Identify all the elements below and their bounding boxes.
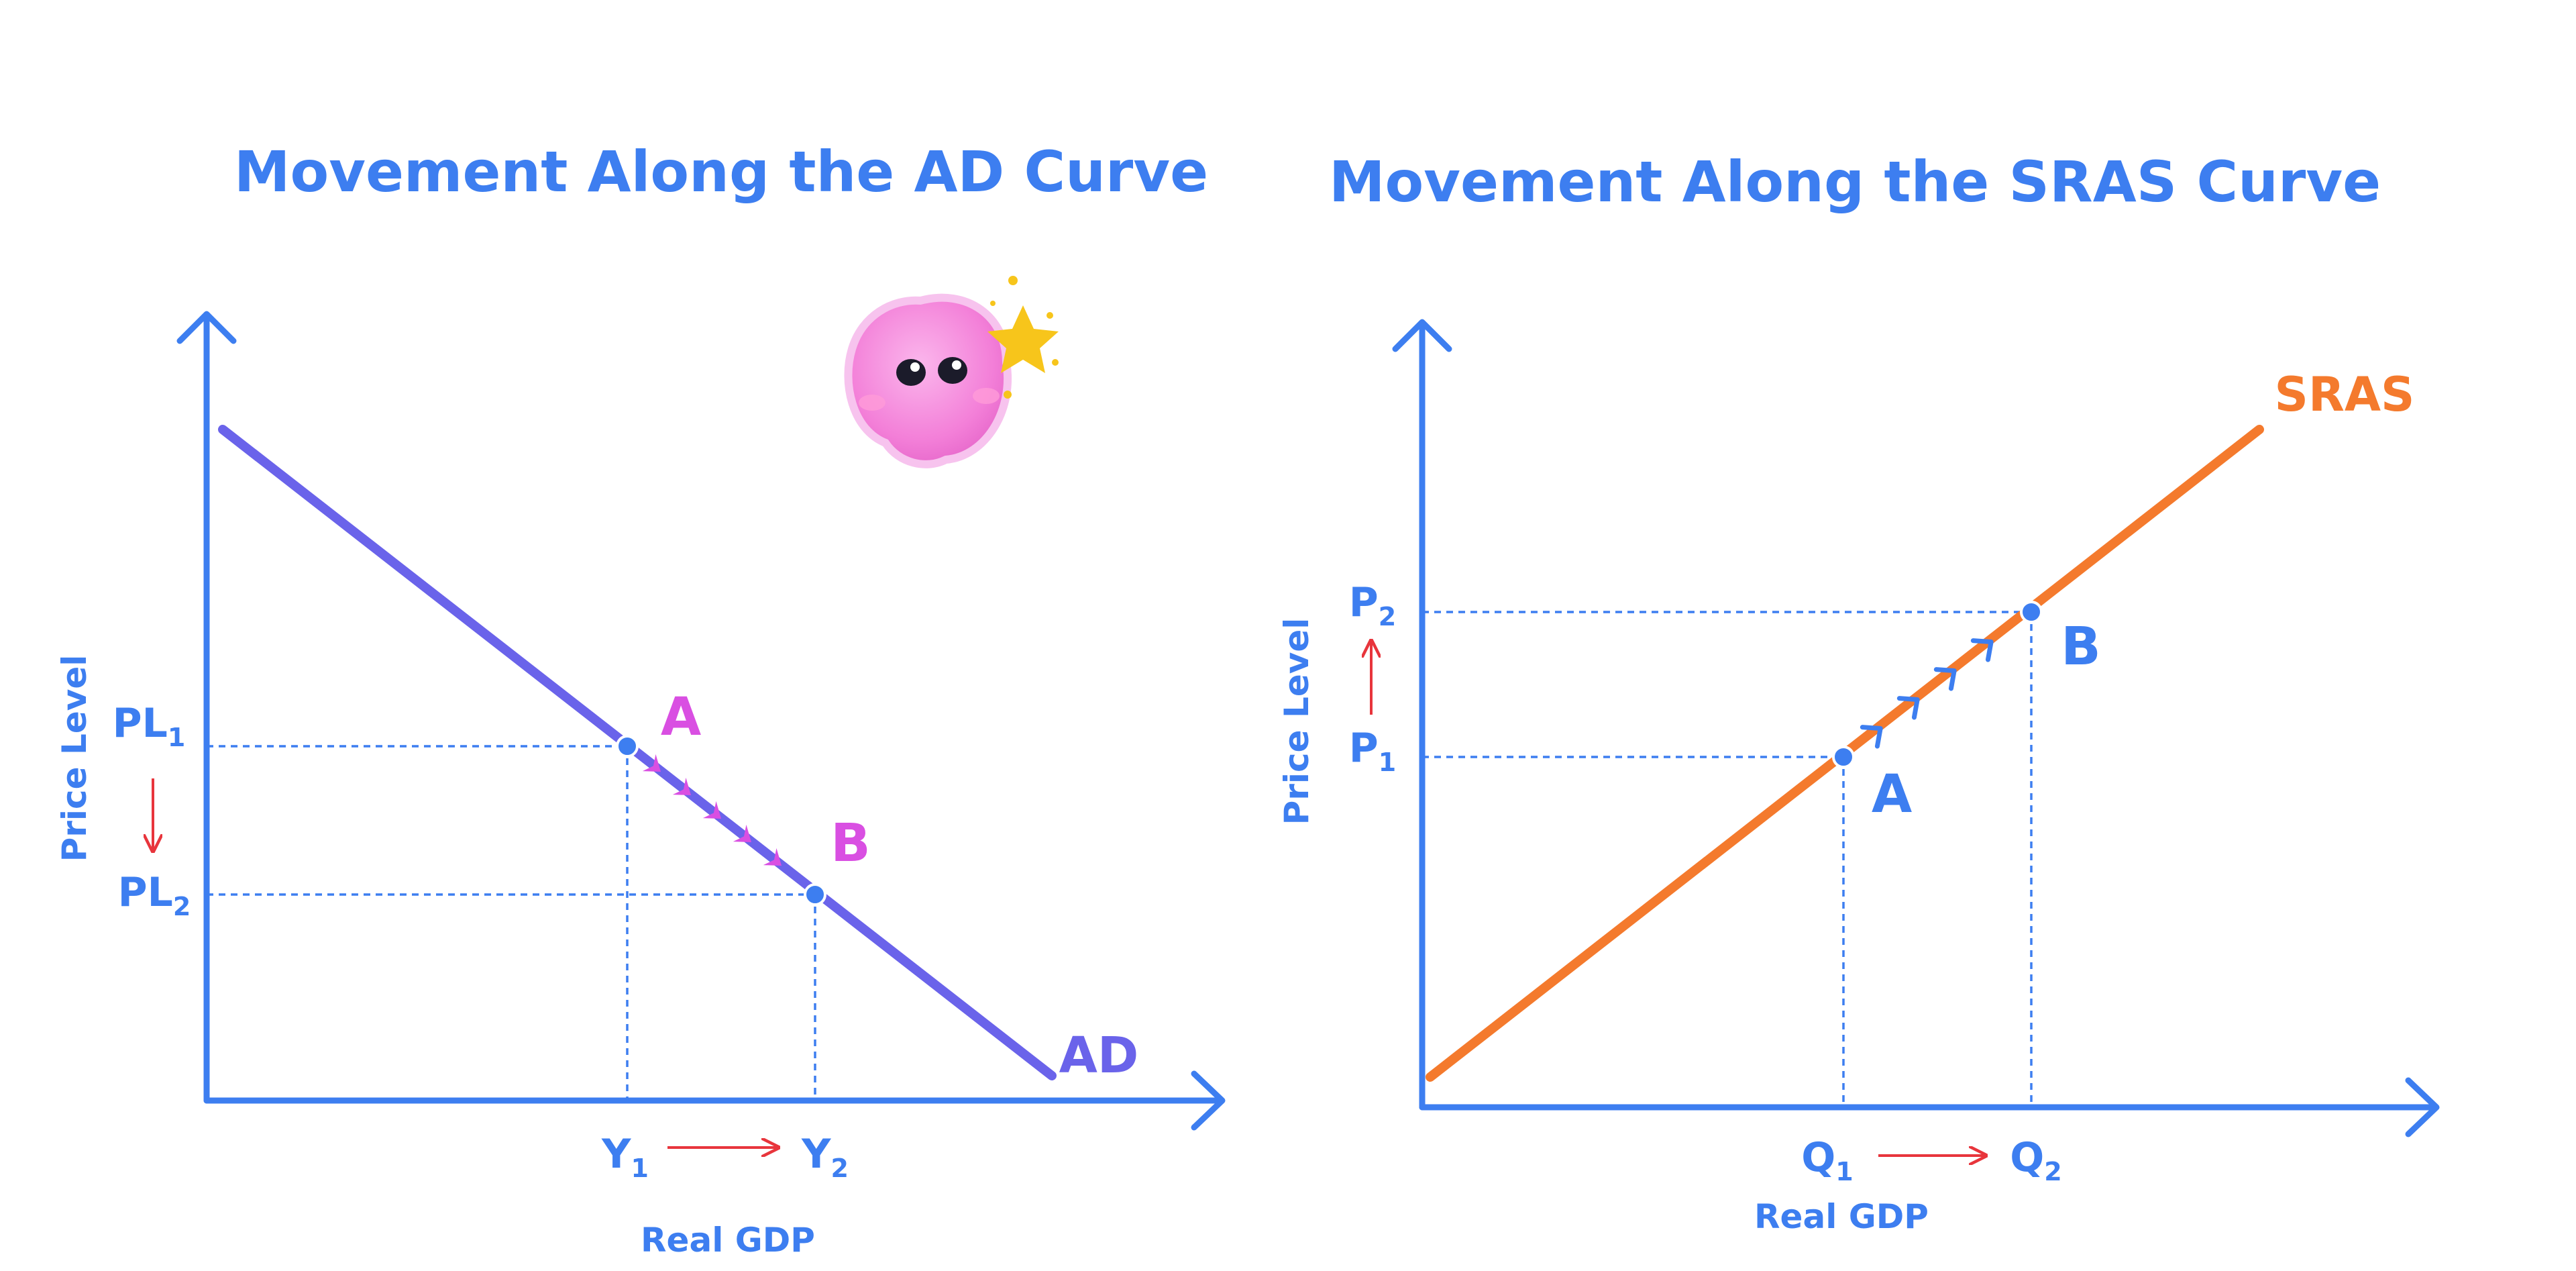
ad-title: Movement Along the AD Curve [234,139,1208,205]
sras-x-axis-arrowhead-icon [2405,1077,2440,1137]
mascot-eye-left [896,359,926,386]
sparkle-dot [1004,391,1012,399]
sras-axes [1392,319,2440,1137]
sras-point-b [2020,601,2043,623]
ad-axes [176,311,1226,1131]
sras-diagram: Movement Along the SRAS Curve A [1277,149,2440,1236]
sras-y-axis-label: Price Level [1277,618,1316,825]
sras-q1-label: Q1 [1801,1134,1853,1186]
mascot-cheek [973,388,1000,404]
sras-point-a-label: A [1872,764,1912,825]
ad-y-axis-arrowhead-icon [176,311,237,344]
mascot-cheek [859,395,885,411]
sras-movement-chevron [1896,696,1920,720]
sras-title: Movement Along the SRAS Curve [1329,149,2381,215]
sras-movement-chevron [1933,667,1957,691]
sras-movement-arrows [1860,638,1994,749]
sparkle-dot [1046,312,1053,319]
ad-point-b [804,883,826,906]
sras-curve-label: SRAS [2275,367,2415,422]
ad-y1-label: Y1 [601,1131,649,1183]
mascot-eye-shine [910,362,920,372]
sras-p1-label: P1 [1349,725,1396,777]
ad-y-axis-label: Price Level [55,655,94,862]
pink-blob-mascot-icon [844,276,1059,468]
ad-movement-chevron [702,801,721,819]
ad-pl1-label: PL1 [113,700,186,752]
ad-curve [218,425,1057,1080]
ad-movement-chevron [733,824,751,842]
sras-movement-chevron [1970,638,1994,662]
ad-guide-lines [207,745,816,1101]
ad-point-a-label: A [661,687,701,748]
ad-curve-label: AD [1059,1027,1139,1084]
mascot-eye-right [938,357,967,384]
sras-movement-chevron [1860,725,1883,749]
sras-q2-label: Q2 [2010,1134,2061,1186]
ad-x-axis-arrowhead-icon [1191,1070,1226,1131]
star-icon [987,305,1059,373]
sras-y-axis-arrowhead-icon [1392,319,1452,352]
ad-diagram: Movement Along the AD Curve A [55,139,1226,1260]
ad-movement-chevron [642,754,661,772]
sras-x-axis-label: Real GDP [1754,1197,1929,1236]
sparkle-dot [1008,276,1018,285]
ad-movement-chevron [763,848,782,866]
sparkle-dot [1052,359,1059,366]
ad-point-a [616,735,639,758]
sras-p2-label: P2 [1349,579,1396,631]
ad-pl2-label: PL2 [118,869,191,921]
mascot-body [844,293,1012,468]
sras-point-a [1832,746,1855,768]
ad-movement-arrows [642,754,782,866]
mascot-eye-shine [952,360,961,370]
sras-point-b-label: B [2061,617,2100,677]
sras-guide-lines [1422,611,2033,1107]
sparkle-dot [990,301,996,306]
ad-x-axis-label: Real GDP [641,1221,815,1260]
ad-point-b-label: B [830,813,870,874]
ad-y2-label: Y2 [801,1131,849,1183]
ad-movement-chevron [672,777,691,795]
